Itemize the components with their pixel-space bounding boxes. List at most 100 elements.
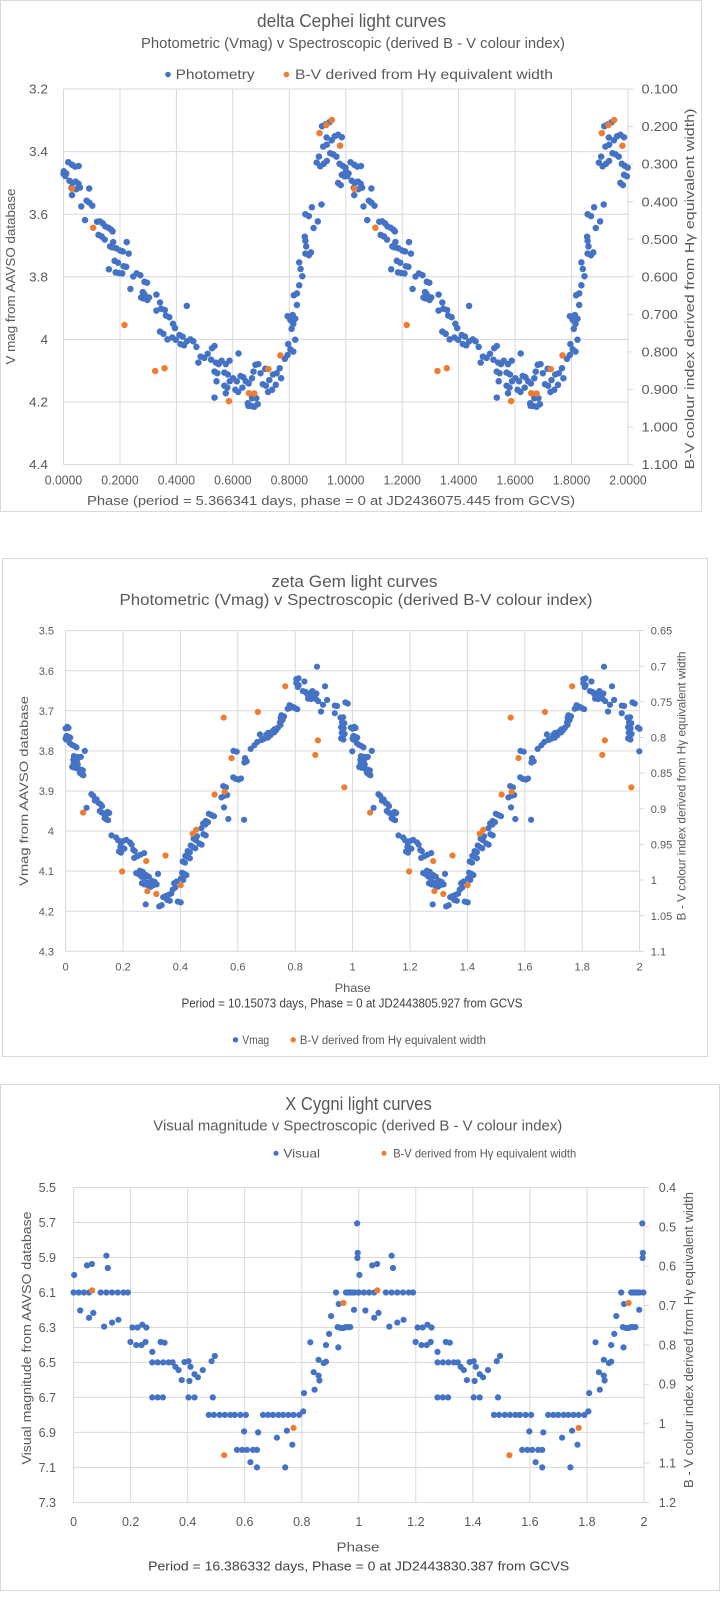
svg-text:1: 1: [651, 875, 657, 887]
svg-text:0: 0: [63, 961, 69, 973]
svg-text:0.8000: 0.8000: [271, 473, 308, 488]
svg-text:0.7: 0.7: [659, 1299, 676, 1313]
svg-text:0.65: 0.65: [651, 626, 672, 638]
svg-text:B-V derived from Hγ equivalent: B-V derived from Hγ equivalent width: [300, 1035, 486, 1047]
svg-text:0.0000: 0.0000: [45, 473, 82, 488]
svg-text:0.4: 0.4: [659, 1181, 676, 1195]
svg-text:0.100: 0.100: [642, 82, 678, 97]
svg-text:0.500: 0.500: [642, 232, 678, 247]
svg-text:0.6: 0.6: [659, 1260, 676, 1274]
svg-text:3.9: 3.9: [39, 786, 54, 798]
svg-text:1: 1: [350, 961, 356, 973]
svg-text:0.8: 0.8: [288, 961, 303, 973]
svg-text:0.2: 0.2: [122, 1515, 139, 1529]
svg-text:0.300: 0.300: [642, 157, 678, 172]
svg-text:1.6000: 1.6000: [496, 473, 533, 488]
svg-text:0.85: 0.85: [651, 768, 672, 780]
svg-text:Period = 16.386332 days, Phase: Period = 16.386332 days, Phase = 0 at JD…: [148, 1559, 569, 1574]
svg-text:5.7: 5.7: [39, 1216, 56, 1230]
svg-text:0.200: 0.200: [642, 119, 678, 134]
svg-text:zeta Gem light curves: zeta Gem light curves: [272, 572, 438, 591]
svg-text:4: 4: [41, 332, 48, 347]
svg-text:Photometric (Vmag) v Spectrosc: Photometric (Vmag) v Spectroscopic (deri…: [120, 592, 593, 609]
svg-text:1.1: 1.1: [659, 1456, 676, 1470]
svg-text:1.0000: 1.0000: [327, 473, 364, 488]
svg-text:4.3: 4.3: [39, 946, 54, 958]
svg-text:Photometric (Vmag) v Spectrosc: Photometric (Vmag) v Spectroscopic (deri…: [141, 35, 565, 52]
svg-text:7.1: 7.1: [39, 1461, 56, 1475]
svg-text:1.2: 1.2: [407, 1515, 424, 1529]
svg-text:1.2: 1.2: [402, 961, 417, 973]
svg-text:1.4: 1.4: [464, 1515, 481, 1529]
svg-text:0: 0: [70, 1515, 77, 1529]
svg-text:0.5: 0.5: [659, 1220, 676, 1234]
svg-text:6.1: 6.1: [39, 1286, 56, 1300]
svg-text:4.4: 4.4: [29, 457, 48, 472]
svg-text:4.1: 4.1: [39, 866, 54, 878]
svg-text:delta Cephei light curves: delta Cephei light curves: [257, 11, 446, 31]
svg-text:1.8: 1.8: [575, 961, 590, 973]
svg-text:6.5: 6.5: [39, 1356, 56, 1370]
svg-text:0.800: 0.800: [642, 345, 678, 360]
svg-text:Period = 10.15073 days, Phase: Period = 10.15073 days, Phase = 0 at JD2…: [182, 997, 523, 1011]
svg-text:4.2: 4.2: [29, 395, 48, 410]
svg-text:1.4000: 1.4000: [440, 473, 477, 488]
svg-text:B-V derived from Hγ equivalent: B-V derived from Hγ equivalent width: [393, 1147, 576, 1161]
svg-text:0.900: 0.900: [642, 382, 678, 397]
svg-text:0.9: 0.9: [659, 1378, 676, 1392]
svg-text:6.3: 6.3: [39, 1321, 56, 1335]
svg-text:1.6: 1.6: [521, 1515, 538, 1529]
svg-text:3.4: 3.4: [29, 144, 48, 159]
svg-text:1: 1: [355, 1515, 362, 1529]
svg-text:Vmag from AAVSO database: Vmag from AAVSO database: [17, 696, 31, 886]
svg-text:3.6: 3.6: [29, 207, 48, 222]
svg-text:3.8: 3.8: [29, 269, 48, 284]
svg-text:0.4: 0.4: [179, 1515, 196, 1529]
svg-text:1.05: 1.05: [651, 911, 672, 923]
svg-text:0.7: 0.7: [651, 661, 666, 673]
svg-text:0.2: 0.2: [115, 961, 130, 973]
svg-text:5.9: 5.9: [39, 1251, 56, 1265]
svg-text:X Cygni light curves: X Cygni light curves: [285, 1094, 432, 1114]
svg-text:Visual: Visual: [283, 1147, 320, 1161]
svg-text:0.2000: 0.2000: [101, 473, 138, 488]
svg-text:5.5: 5.5: [39, 1181, 56, 1195]
svg-text:0.95: 0.95: [651, 840, 672, 852]
svg-text:Phase: Phase: [335, 981, 371, 995]
svg-text:Visual magnitude from AAVSO da: Visual magnitude from AAVSO database: [19, 1212, 34, 1465]
svg-text:Phase (period = 5.366341 days,: Phase (period = 5.366341 days, phase = 0…: [87, 493, 575, 508]
svg-text:6.9: 6.9: [39, 1426, 56, 1440]
svg-text:1.000: 1.000: [642, 420, 678, 435]
svg-text:2.0000: 2.0000: [609, 473, 646, 488]
svg-text:0.9: 0.9: [651, 804, 666, 816]
svg-text:1.8: 1.8: [578, 1515, 595, 1529]
svg-text:1.2: 1.2: [659, 1496, 676, 1510]
svg-text:4.2: 4.2: [39, 906, 54, 918]
svg-text:Visual magnitude v Spectroscop: Visual magnitude v Spectroscopic (derive…: [153, 1119, 562, 1135]
svg-text:1.8000: 1.8000: [553, 473, 590, 488]
svg-text:3.2: 3.2: [29, 82, 48, 97]
svg-text:B - V colour index derived fro: B - V colour index derived from Hγ equiv…: [675, 652, 689, 921]
svg-text:V mag from AAVSO database: V mag from AAVSO database: [3, 189, 18, 365]
svg-text:1.1: 1.1: [651, 946, 666, 958]
svg-text:0.4: 0.4: [173, 961, 188, 973]
svg-text:0.8: 0.8: [293, 1515, 310, 1529]
svg-text:0.75: 0.75: [651, 697, 672, 709]
svg-text:0.6: 0.6: [236, 1515, 253, 1529]
svg-text:0.600: 0.600: [642, 269, 678, 284]
svg-text:1: 1: [659, 1417, 666, 1431]
svg-text:4: 4: [48, 826, 54, 838]
svg-text:3.7: 3.7: [39, 706, 54, 718]
svg-text:Phase: Phase: [337, 1540, 380, 1555]
svg-text:3.6: 3.6: [39, 666, 54, 678]
svg-text:0.6000: 0.6000: [214, 473, 251, 488]
svg-text:0.400: 0.400: [642, 194, 678, 209]
svg-text:1.2000: 1.2000: [384, 473, 421, 488]
svg-text:B-V colour index derived from: B-V colour index derived from Hγ equival…: [682, 109, 697, 470]
svg-text:3.8: 3.8: [39, 746, 54, 758]
svg-text:B-V derived from Hγ equivalent: B-V derived from Hγ equivalent width: [295, 67, 553, 82]
svg-text:6.7: 6.7: [39, 1391, 56, 1405]
svg-text:1.4: 1.4: [460, 961, 475, 973]
svg-text:Photometry: Photometry: [176, 67, 255, 82]
svg-text:1.100: 1.100: [642, 457, 678, 472]
